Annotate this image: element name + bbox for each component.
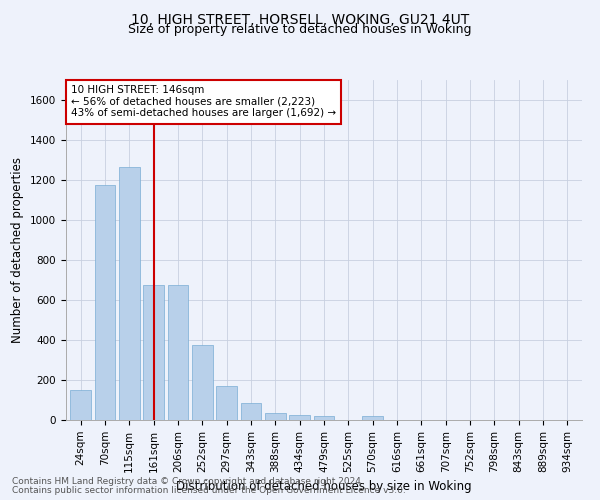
X-axis label: Distribution of detached houses by size in Woking: Distribution of detached houses by size … (176, 480, 472, 493)
Bar (70, 390, 91, 420)
Text: 10, HIGH STREET, HORSELL, WOKING, GU21 4UT: 10, HIGH STREET, HORSELL, WOKING, GU21 4… (131, 12, 469, 26)
Bar (265, 412, 286, 420)
Text: 10 HIGH STREET: 146sqm
← 56% of detached houses are smaller (2,223)
43% of semi-: 10 HIGH STREET: 146sqm ← 56% of detached… (71, 85, 336, 118)
Bar (192, 345, 212, 420)
Bar (314, 416, 334, 420)
Bar (362, 416, 383, 420)
Bar (143, 285, 164, 420)
Text: Contains public sector information licensed under the Open Government Licence v3: Contains public sector information licen… (12, 486, 406, 495)
Bar (167, 285, 188, 420)
Text: Contains HM Land Registry data © Crown copyright and database right 2024.: Contains HM Land Registry data © Crown c… (12, 477, 364, 486)
Bar (216, 386, 237, 420)
Bar (289, 415, 310, 420)
Text: Size of property relative to detached houses in Woking: Size of property relative to detached ho… (128, 22, 472, 36)
Y-axis label: Number of detached properties: Number of detached properties (11, 157, 25, 343)
Bar (241, 403, 262, 420)
Bar (119, 167, 140, 420)
Bar (95, 185, 115, 420)
